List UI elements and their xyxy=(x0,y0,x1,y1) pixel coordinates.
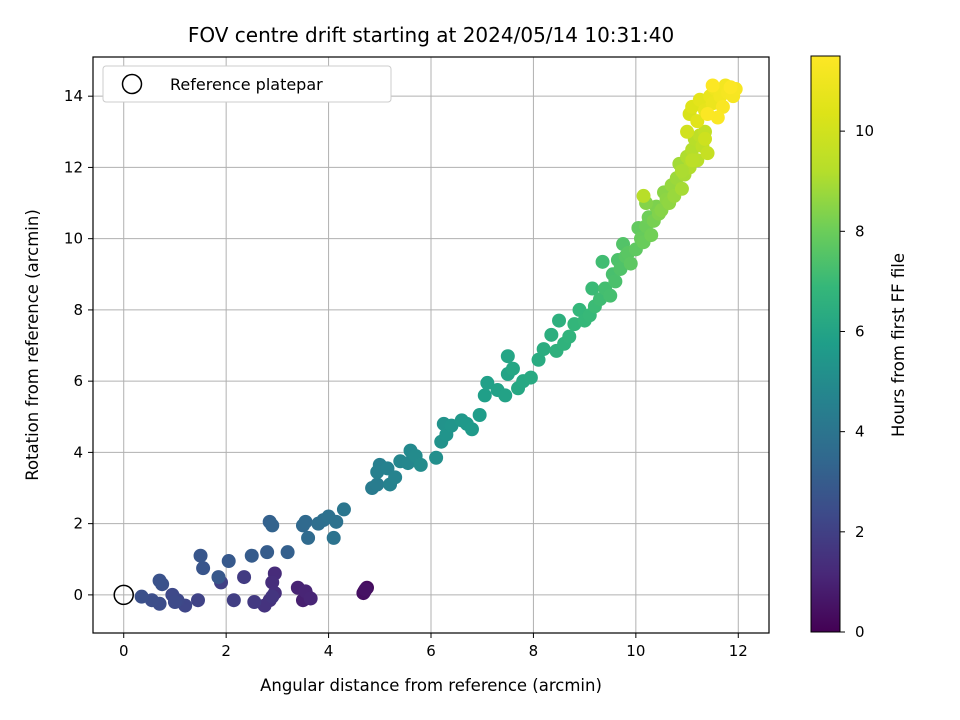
y-tick-label: 6 xyxy=(73,372,83,390)
colorbar-tick-label: 0 xyxy=(855,623,865,641)
x-axis: 0 2 4 6 8 10 12 xyxy=(119,633,748,660)
grid xyxy=(93,57,769,633)
x-tick-label: 8 xyxy=(529,642,539,660)
data-point xyxy=(237,570,252,585)
data-point xyxy=(685,153,700,168)
data-point xyxy=(370,477,385,492)
data-point xyxy=(595,254,610,269)
data-point xyxy=(247,595,262,610)
data-point xyxy=(152,573,167,588)
data-point xyxy=(585,281,600,296)
legend-label: Reference platepar xyxy=(170,75,323,94)
x-tick-label: 4 xyxy=(324,642,334,660)
colorbar-tick-label: 6 xyxy=(855,322,865,340)
data-point xyxy=(700,106,715,121)
data-point xyxy=(636,188,651,203)
data-point xyxy=(498,388,513,403)
data-point xyxy=(265,575,280,590)
colorbar-label: Hours from first FF file xyxy=(889,253,908,437)
x-tick-label: 12 xyxy=(729,642,748,660)
data-point xyxy=(552,313,567,328)
data-point xyxy=(697,131,712,146)
x-axis-label: Angular distance from reference (arcmin) xyxy=(260,676,602,695)
data-point xyxy=(674,163,689,178)
data-point xyxy=(303,591,318,606)
data-point xyxy=(193,548,208,563)
data-point xyxy=(280,545,295,560)
data-point xyxy=(358,582,373,597)
data-point xyxy=(134,589,149,604)
data-point xyxy=(211,570,226,585)
x-tick-label: 0 xyxy=(119,642,129,660)
legend-box xyxy=(102,65,392,103)
y-tick-label: 8 xyxy=(73,301,83,319)
colorbar-ticks: 0 2 4 6 8 10 xyxy=(840,122,874,641)
data-point xyxy=(603,288,618,303)
y-tick-label: 4 xyxy=(73,443,83,461)
data-point xyxy=(523,370,538,385)
data-point xyxy=(480,375,495,390)
y-tick-label: 12 xyxy=(64,158,83,176)
data-point xyxy=(608,274,623,289)
data-point xyxy=(623,256,638,271)
data-point xyxy=(472,407,487,422)
data-point xyxy=(715,99,730,114)
data-point xyxy=(190,593,205,608)
data-point xyxy=(260,545,275,560)
data-point xyxy=(413,457,428,472)
data-point xyxy=(531,352,546,367)
data-point xyxy=(690,114,705,129)
data-point xyxy=(336,502,351,517)
data-point xyxy=(700,146,715,161)
data-point xyxy=(167,595,182,610)
data-point xyxy=(326,530,341,545)
data-point xyxy=(644,228,659,243)
data-point xyxy=(723,80,738,95)
data-point xyxy=(429,450,444,465)
x-tick-label: 10 xyxy=(626,642,645,660)
legend-marker xyxy=(121,73,143,95)
colorbar-tick-label: 4 xyxy=(855,423,865,441)
y-tick-label: 14 xyxy=(64,87,83,105)
data-point xyxy=(674,181,689,196)
data-point xyxy=(265,589,280,604)
y-tick-label: 10 xyxy=(64,230,83,248)
x-tick-label: 2 xyxy=(221,642,231,660)
colorbar-tick-label: 2 xyxy=(855,523,865,541)
data-point xyxy=(329,514,344,529)
data-point xyxy=(388,470,403,485)
data-point xyxy=(562,329,577,344)
data-point xyxy=(500,349,515,364)
data-point xyxy=(536,342,551,357)
data-point xyxy=(680,124,695,139)
colorbar-tick-label: 8 xyxy=(855,222,865,240)
data-point xyxy=(705,78,720,93)
scatter-points xyxy=(134,78,743,613)
colorbar-gradient xyxy=(810,55,841,633)
data-point xyxy=(301,530,316,545)
colorbar: 0 2 4 6 8 10 Hours from first FF file xyxy=(810,55,908,641)
data-point xyxy=(244,548,259,563)
data-point xyxy=(477,388,492,403)
y-tick-label: 2 xyxy=(73,515,83,533)
data-point xyxy=(196,561,211,576)
data-point xyxy=(226,593,241,608)
data-point xyxy=(298,514,313,529)
y-axis: 0 2 4 6 8 10 12 14 xyxy=(64,87,93,604)
chart-title: FOV centre drift starting at 2024/05/14 … xyxy=(188,23,674,47)
data-point xyxy=(221,554,236,569)
y-axis-label: Rotation from reference (arcmin) xyxy=(23,209,42,481)
data-point xyxy=(464,422,479,437)
reference-marker xyxy=(113,584,134,606)
data-point xyxy=(544,327,559,342)
data-point xyxy=(505,361,520,376)
data-point xyxy=(265,518,280,533)
legend: Reference platepar xyxy=(102,65,392,103)
y-tick-label: 0 xyxy=(73,586,83,604)
x-tick-label: 6 xyxy=(426,642,436,660)
colorbar-tick-label: 10 xyxy=(855,122,874,140)
